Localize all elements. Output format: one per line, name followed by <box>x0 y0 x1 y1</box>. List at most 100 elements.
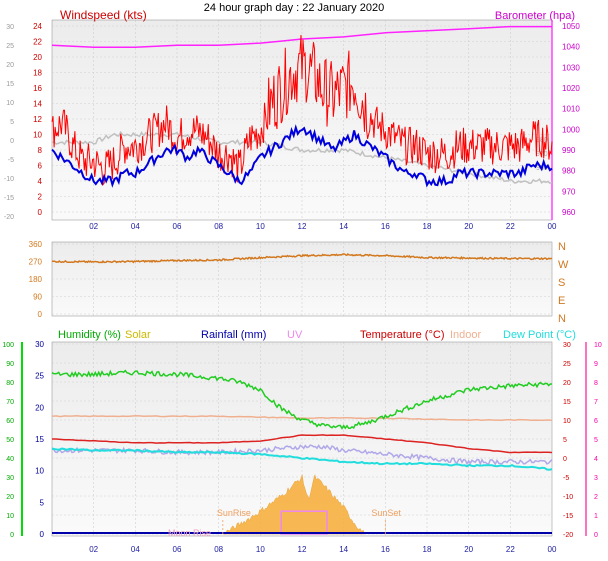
uv-tick-label: 10 <box>594 342 602 349</box>
temp-tick-label: -10 <box>563 494 573 501</box>
x-tick-label: 22 <box>506 222 515 231</box>
x-tick-label: 04 <box>131 222 140 231</box>
baro-tick-label: 960 <box>562 208 576 217</box>
wind-tick-label: 14 <box>33 100 42 109</box>
dewpoint-line <box>51 447 553 471</box>
gray-tick-label: 10 <box>6 100 14 107</box>
wind-gray-y-axis-labels: -20 -15 -10 -5 0 5 10 15 20 25 30 <box>4 24 14 221</box>
temp-tick-label: -5 <box>563 475 569 482</box>
uv-tick-label: 0 <box>594 532 598 539</box>
direction-series <box>51 252 553 264</box>
compass-label: N <box>558 241 566 253</box>
humidity-line <box>51 369 552 430</box>
temp-tick-label: -20 <box>563 532 573 539</box>
wind-tick-label: 20 <box>33 53 42 62</box>
x-tick-label: 08 <box>214 545 223 554</box>
gray-tick-label: -5 <box>8 157 14 164</box>
humidity-tick-label: 50 <box>6 437 14 444</box>
barometer-y-axis-labels: 960 970 980 990 1000 1010 1020 1030 1040 1050 <box>551 20 580 220</box>
temp-tick-label: 0 <box>563 456 567 463</box>
humidity-tick-label: 30 <box>6 475 14 482</box>
gray-tick-label: -10 <box>4 176 14 183</box>
wind-tick-label: 12 <box>33 115 42 124</box>
baro-tick-label: 1030 <box>562 63 580 72</box>
humidity-tick-label: 70 <box>6 399 14 406</box>
uv-tick-label: 1 <box>594 513 598 520</box>
compass-label: S <box>558 277 565 289</box>
temp-tick-label: -15 <box>563 513 573 520</box>
x-tick-label: 12 <box>298 222 307 231</box>
humidity-tick-label: 100 <box>2 342 14 349</box>
x-tick-label: 06 <box>173 222 182 231</box>
wind-x-axis-labels: 02 04 06 08 10 12 14 16 18 20 22 00 <box>89 222 557 231</box>
heat-index-line <box>51 444 553 466</box>
wind-average-line <box>51 124 553 188</box>
uv-tick-label: 3 <box>594 475 598 482</box>
legend-item: Indoor <box>450 329 482 341</box>
humidity-tick-label: 80 <box>6 380 14 387</box>
uv-tick-label: 5 <box>594 437 598 444</box>
x-tick-label: 00 <box>548 545 557 554</box>
uv-tick-label: 8 <box>594 380 598 387</box>
wind-tick-label: 24 <box>33 22 42 31</box>
x-tick-label: 00 <box>548 222 557 231</box>
rain-tick-label: 30 <box>35 340 44 349</box>
temperature-line <box>52 434 553 454</box>
temp-tick-label: 15 <box>563 399 571 406</box>
baro-tick-label: 1000 <box>562 125 580 134</box>
barometer-legend: Barometer (hpa) <box>495 10 575 22</box>
humidity-tick-label: 0 <box>10 532 14 539</box>
temp-series <box>51 369 553 535</box>
legend-item: Dew Point (°C) <box>503 329 576 341</box>
baro-tick-label: 970 <box>562 187 576 196</box>
baro-tick-label: 1050 <box>562 22 580 31</box>
x-tick-label: 18 <box>423 545 432 554</box>
direction-tick-label: 360 <box>29 240 43 249</box>
solar-area <box>222 473 365 535</box>
sun-annotations: SunRise SunSet Moon Rise <box>168 508 401 538</box>
gray-tick-label: 5 <box>10 119 14 126</box>
baro-tick-label: 980 <box>562 167 576 176</box>
x-tick-label: 16 <box>381 222 390 231</box>
temp-tick-label: 10 <box>563 418 571 425</box>
x-tick-label: 10 <box>256 545 265 554</box>
direction-tick-label: 270 <box>29 258 43 267</box>
barometer-line <box>51 25 552 49</box>
uv-tick-label: 4 <box>594 456 598 463</box>
humidity-tick-label: 10 <box>6 513 14 520</box>
temp-tick-label: 20 <box>563 380 571 387</box>
uv-tick-label: 6 <box>594 418 598 425</box>
wind-tick-label: 6 <box>38 162 43 171</box>
wind-panel-grid <box>52 20 553 220</box>
humidity-tick-label: 20 <box>6 494 14 501</box>
temp-tick-label: 30 <box>563 342 571 349</box>
x-tick-label: 16 <box>381 545 390 554</box>
windspeed-legend: Windspeed (kts) <box>60 8 147 22</box>
gray-tick-label: 15 <box>6 81 14 88</box>
windspeed-line <box>51 34 553 186</box>
wind-tick-label: 22 <box>33 38 42 47</box>
wind-tick-label: 10 <box>33 131 42 140</box>
x-tick-label: 06 <box>173 545 182 554</box>
rain-tick-label: 10 <box>35 467 44 476</box>
direction-panel-grid <box>52 242 553 316</box>
gray-tick-label: 20 <box>6 62 14 69</box>
rain-tick-label: 20 <box>35 403 44 412</box>
x-tick-label: 02 <box>89 545 98 554</box>
legend-item: Solar <box>125 329 151 341</box>
x-tick-label: 20 <box>464 545 473 554</box>
wind-series <box>51 25 553 188</box>
x-tick-label: 04 <box>131 545 140 554</box>
x-tick-label: 14 <box>339 222 348 231</box>
wind-tick-label: 4 <box>38 177 43 186</box>
wind-tick-label: 18 <box>33 69 42 78</box>
rain-tick-label: 0 <box>40 530 45 539</box>
chart-title: 24 hour graph day : 22 January 2020 <box>204 2 384 14</box>
wind-tick-label: 8 <box>38 146 43 155</box>
compass-label: E <box>558 295 565 307</box>
baro-tick-label: 1040 <box>562 43 580 52</box>
legend-item: UV <box>287 329 303 341</box>
uv-tick-label: 7 <box>594 399 598 406</box>
legend-item: Temperature (°C) <box>360 329 444 341</box>
